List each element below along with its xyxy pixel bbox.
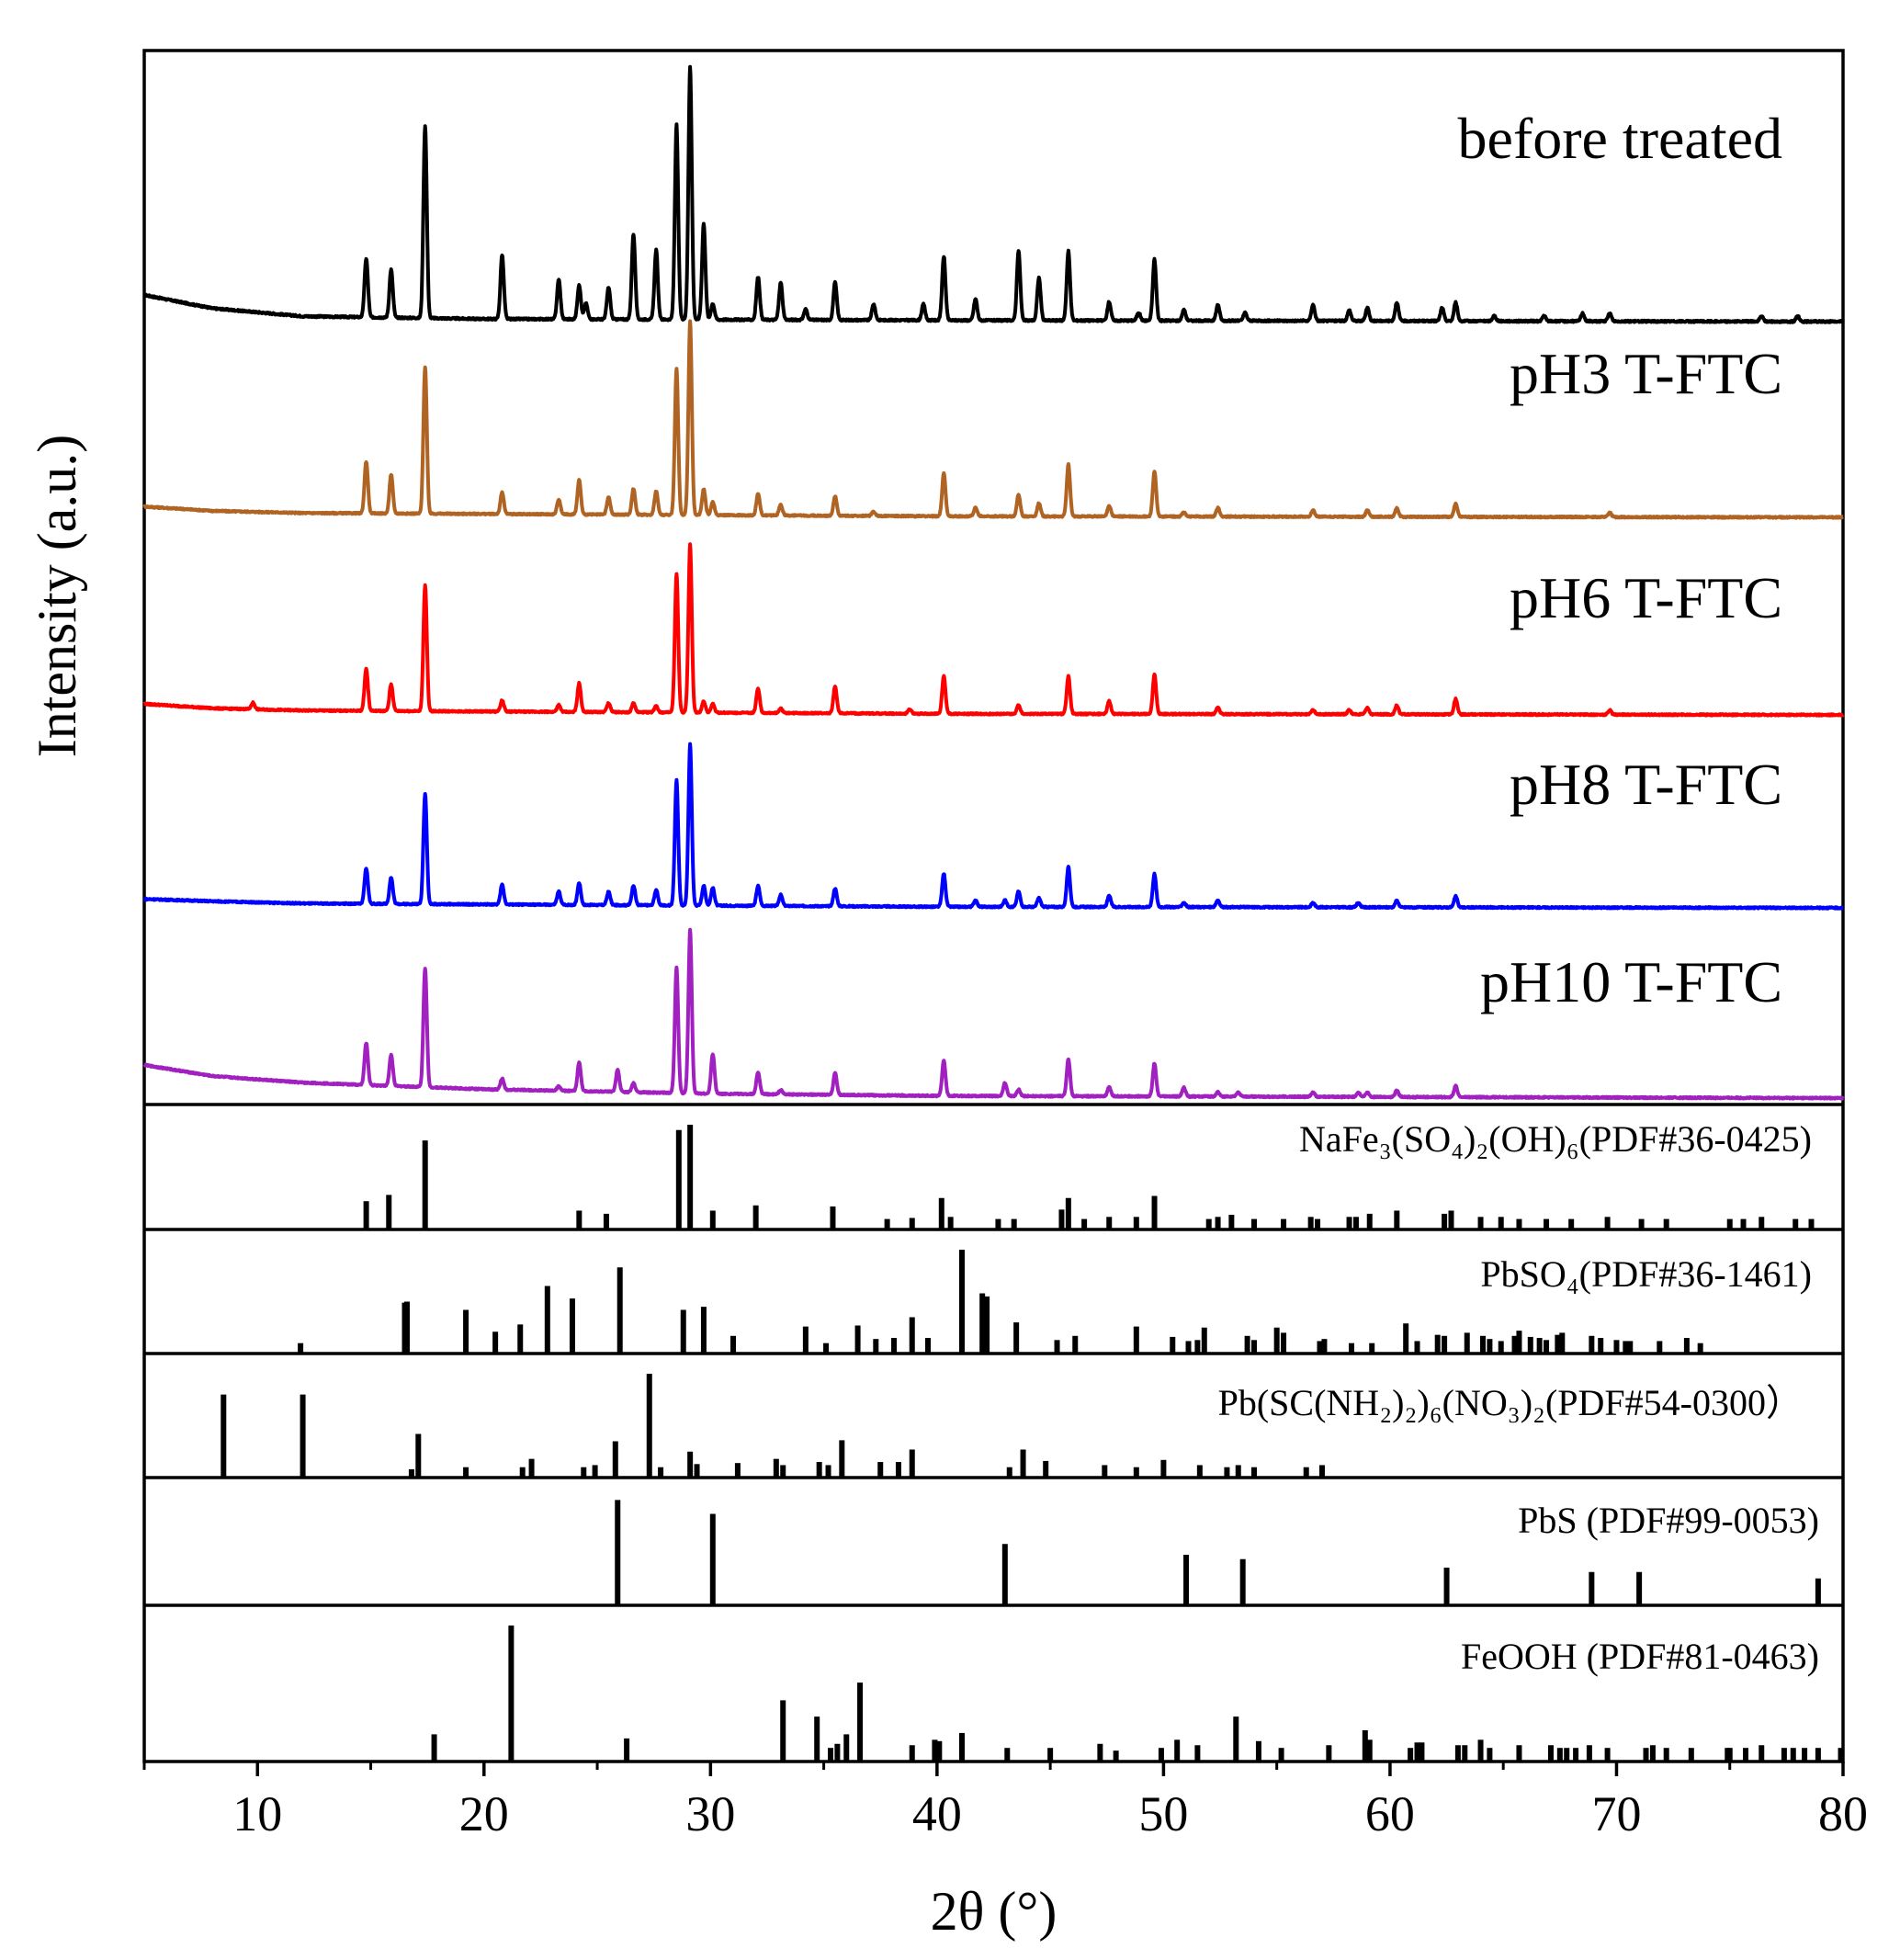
reference-label: FeOOH (PDF#81-0463) — [1461, 1636, 1819, 1677]
xrd-trace-line — [142, 542, 1845, 718]
y-axis-label: Intensity (a.u.) — [27, 435, 87, 758]
series-label: pH10 T-FTC — [1480, 949, 1782, 1014]
x-tick-label: 10 — [232, 1786, 282, 1841]
series-label: pH6 T-FTC — [1510, 565, 1782, 630]
x-tick-label: 20 — [459, 1786, 509, 1841]
x-tick-label: 50 — [1138, 1786, 1188, 1841]
series-label: pH8 T-FTC — [1510, 752, 1782, 817]
reference-pattern: NaFe₃(SO₄)₂(OH)₆(PDF#36-0425) — [363, 1118, 1815, 1229]
reference-label: PbS (PDF#99-0053) — [1518, 1500, 1819, 1541]
xrd-trace-line — [142, 319, 1845, 520]
series-label: before treated — [1457, 106, 1782, 171]
x-tick-label: 70 — [1591, 1786, 1641, 1841]
xrd-trace-line — [142, 64, 1845, 324]
xrd-trace-group: pH8 T-FTC — [142, 742, 1845, 911]
plot-frame — [142, 49, 1845, 1763]
reference-label: NaFe₃(SO₄)₂(OH)₆(PDF#36-0425) — [1299, 1118, 1812, 1160]
xrd-trace-group: pH3 T-FTC — [142, 319, 1845, 520]
x-axis-label: 2θ (°) — [931, 1881, 1057, 1942]
x-tick-label: 60 — [1365, 1786, 1415, 1841]
reference-pattern: PbSO₄(PDF#36-1461) — [298, 1250, 1812, 1354]
xrd-trace-group: pH6 T-FTC — [142, 542, 1845, 718]
reference-pattern: Pb(SC(NH₂)₂)₆(NO₃)₂(PDF#54-0300） — [221, 1374, 1803, 1478]
x-tick-label: 40 — [912, 1786, 962, 1841]
series-label: pH3 T-FTC — [1510, 341, 1782, 406]
x-tick-label: 80 — [1818, 1786, 1868, 1841]
x-tick-label: 30 — [685, 1786, 735, 1841]
reference-pattern: PbS (PDF#99-0053) — [615, 1500, 1821, 1605]
reference-pattern: FeOOH (PDF#81-0463) — [431, 1626, 1844, 1762]
xrd-trace-line — [142, 927, 1845, 1101]
reference-label: PbSO₄(PDF#36-1461) — [1480, 1253, 1812, 1295]
xrd-trace-group: before treated — [142, 64, 1845, 324]
xrd-trace-line — [142, 742, 1845, 911]
reference-label: Pb(SC(NH₂)₂)₆(NO₃)₂(PDF#54-0300） — [1218, 1382, 1803, 1423]
xrd-trace-group: pH10 T-FTC — [142, 927, 1845, 1101]
